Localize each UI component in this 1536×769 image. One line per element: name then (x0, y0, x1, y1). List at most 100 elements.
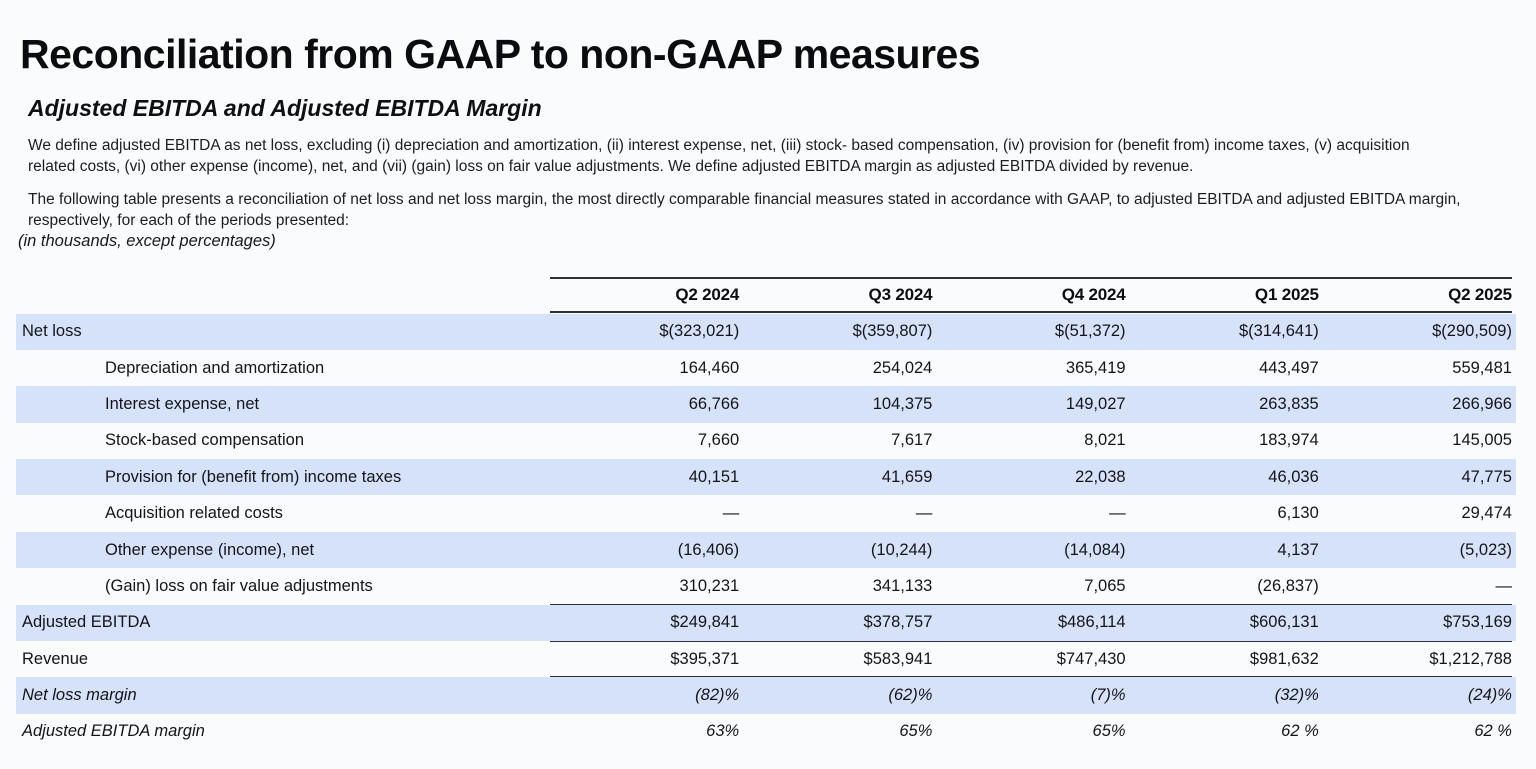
cell-value: (82)% (695, 686, 740, 705)
row-label: Stock-based compensation (105, 431, 305, 450)
column-header: Q3 2024 (868, 284, 933, 304)
table-row: Interest expense, net 66,766 104,375 149,02… (16, 386, 1516, 423)
cell-value: $583,941 (863, 649, 933, 668)
cell-value: $606,131 (1249, 613, 1319, 632)
cell-value: 104,375 (872, 394, 933, 413)
table-row: Acquisition related costs — — — 6,130 29,474 (16, 495, 1516, 531)
row-label: Adjusted EBITDA margin (22, 722, 205, 741)
definition-paragraph: We define adjusted EBITDA as net loss, e… (28, 136, 1410, 176)
cell-value: — (722, 504, 740, 523)
row-label: Adjusted EBITDA (22, 613, 151, 632)
cell-value: (32)% (1274, 686, 1319, 705)
table-intro-paragraph: The following table presents a reconcili… (28, 190, 1461, 230)
cell-value: $249,841 (670, 613, 740, 632)
cell-value: 8,021 (1084, 431, 1126, 450)
cell-value: 6,130 (1277, 504, 1319, 523)
row-label: Net loss margin (22, 686, 137, 705)
cell-value: $486,114 (1057, 613, 1126, 632)
cell-value: (7)% (1090, 686, 1126, 705)
row-label: Net loss (22, 322, 82, 341)
cell-value: $(359,807) (852, 322, 933, 341)
cell-value: 46,036 (1268, 467, 1319, 486)
page-subtitle: Adjusted EBITDA and Adjusted EBITDA Marg… (28, 95, 542, 122)
column-header: Q2 2025 (1448, 284, 1512, 304)
cell-value: 7,660 (697, 431, 740, 450)
cell-value: (24)% (1467, 686, 1512, 705)
cell-value: (10,244) (870, 540, 933, 559)
row-label: Depreciation and amortization (105, 358, 325, 377)
cell-value: $(51,372) (1054, 322, 1126, 341)
row-label: Interest expense, net (105, 394, 260, 413)
table-row: Adjusted EBITDA margin 63% 65% 65% 62 % 62 % (16, 714, 1516, 750)
cell-value: 62 % (1281, 722, 1319, 741)
cell-value: (26,837) (1257, 576, 1319, 595)
cell-value: (16,406) (677, 540, 740, 559)
cell-value: 266,966 (1452, 394, 1512, 413)
column-header: Q2 2024 (675, 284, 740, 304)
table-rule-revenue (550, 676, 1512, 678)
row-label: Other expense (income), net (105, 540, 315, 559)
cell-value: (5,023) (1459, 540, 1512, 559)
cell-value: 145,005 (1452, 431, 1512, 450)
table-row: Revenue $395,371 $583,941 $747,430 $981,632 $… (16, 641, 1516, 677)
cell-value: 4,137 (1277, 540, 1319, 559)
cell-value: 310,231 (679, 576, 740, 595)
cell-value: 40,151 (688, 467, 740, 486)
cell-value: 7,617 (891, 431, 933, 450)
cell-value: 149,027 (1065, 394, 1126, 413)
cell-value: 29,474 (1461, 504, 1512, 523)
row-label: (Gain) loss on fair value adjustments (105, 576, 373, 595)
cell-value: $(323,021) (659, 322, 740, 341)
cell-value: 41,659 (881, 467, 933, 486)
cell-value: 65% (899, 722, 933, 741)
cell-value: 22,038 (1075, 467, 1126, 486)
cell-value: 7,065 (1084, 576, 1126, 595)
table-rule-header-bottom (550, 311, 1512, 313)
table-row: Net loss margin (82)% (62)% (7)% (32)% (24)% (16, 677, 1516, 714)
cell-value: 66,766 (688, 394, 740, 413)
row-label: Revenue (22, 649, 89, 668)
table-body: Net loss $(323,021) $(359,807) $(51,372) $(3… (16, 313, 1516, 751)
cell-value: 63% (706, 722, 740, 741)
cell-value: 65% (1092, 722, 1126, 741)
cell-value: 254,024 (872, 358, 933, 377)
table-row: Other expense (income), net (16,406) (10,2… (16, 531, 1516, 569)
row-label: Acquisition related costs (105, 504, 283, 523)
table-row: Net loss $(323,021) $(359,807) $(51,372) $(3… (16, 313, 1516, 350)
cell-value: — (1495, 576, 1512, 595)
cell-value: $(314,641) (1238, 322, 1319, 341)
cell-value: 443,497 (1259, 358, 1319, 377)
table-row: Provision for (benefit from) income taxe… (16, 459, 1516, 496)
table-rule-header-top (550, 277, 1512, 279)
units-note: (in thousands, except percentages) (18, 232, 276, 250)
cell-value: 365,419 (1065, 358, 1126, 377)
reconciliation-table: Q2 2024 Q3 2024 Q4 2024 Q1 2025 Q2 2025 Net … (16, 277, 1516, 751)
cell-value: — (915, 504, 933, 523)
table-row: (Gain) loss on fair value adjustments 310… (16, 568, 1516, 604)
row-label: Provision for (benefit from) income taxe… (105, 467, 402, 486)
cell-value: $981,632 (1249, 649, 1319, 668)
cell-value: 559,481 (1452, 358, 1512, 377)
cell-value: $(290,509) (1432, 322, 1512, 341)
table-row: Stock-based compensation 7,660 7,617 8,021 1… (16, 423, 1516, 459)
column-header: Q4 2024 (1061, 284, 1126, 304)
cell-value: — (1109, 504, 1126, 523)
cell-value: 341,133 (872, 576, 933, 595)
cell-value: $753,169 (1443, 613, 1512, 632)
cell-value: 183,974 (1259, 431, 1319, 450)
table-row: Depreciation and amortization 164,460 254,… (16, 350, 1516, 386)
table-row: Adjusted EBITDA $249,841 $378,757 $486,114 $… (16, 604, 1516, 642)
table-header-row: Q2 2024 Q3 2024 Q4 2024 Q1 2025 Q2 2025 (16, 277, 1516, 312)
column-header: Q1 2025 (1254, 284, 1319, 304)
cell-value: (62)% (888, 686, 933, 705)
cell-value: $747,430 (1056, 649, 1126, 668)
cell-value: 62 % (1474, 722, 1512, 741)
cell-value: 263,835 (1259, 394, 1319, 413)
cell-value: 47,775 (1461, 467, 1512, 486)
cell-value: $1,212,788 (1429, 649, 1512, 668)
cell-value: $378,757 (863, 613, 933, 632)
cell-value: $395,371 (670, 649, 740, 668)
page-title: Reconciliation from GAAP to non-GAAP mea… (20, 31, 981, 78)
cell-value: 164,460 (679, 358, 740, 377)
cell-value: (14,084) (1064, 540, 1126, 559)
